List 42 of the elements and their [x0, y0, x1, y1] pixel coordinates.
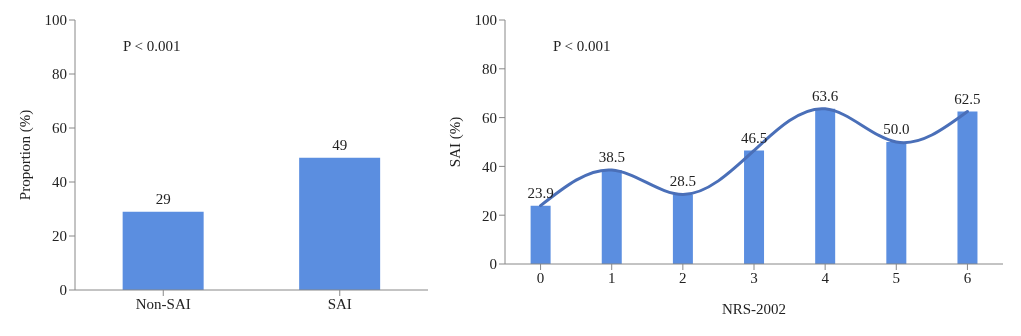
y-tick-label: 80: [52, 66, 67, 83]
bar: [672, 194, 693, 264]
bar: [744, 150, 765, 264]
y-tick-label: 40: [52, 174, 67, 191]
bar: [530, 205, 551, 264]
y-tick-label: 100: [474, 12, 497, 29]
y-axis-title: SAI (%): [447, 116, 465, 168]
y-tick-label: 100: [44, 12, 67, 29]
data-label: 49: [332, 136, 348, 153]
data-label: 28.5: [669, 173, 697, 190]
annotation: P < 0.001: [553, 38, 611, 55]
y-tick-label: 20: [482, 207, 497, 224]
data-label: 38.5: [598, 149, 625, 166]
x-tick-label: Non-SAI: [135, 295, 191, 312]
x-tick-label: 0: [536, 269, 545, 286]
x-tick-label: 5: [892, 269, 901, 286]
y-tick-label: 60: [52, 120, 67, 137]
x-tick-label: 4: [821, 269, 830, 286]
x-tick-label: 2: [679, 269, 687, 286]
annotation: P < 0.001: [123, 38, 181, 55]
data-label: 29: [155, 190, 171, 207]
bar: [815, 108, 836, 264]
y-tick-label: 20: [52, 228, 67, 245]
y-tick-label: 0: [489, 256, 497, 273]
data-label: 46.5: [740, 129, 768, 146]
x-tick-label: 6: [963, 269, 972, 286]
data-label: 23.9: [527, 184, 554, 201]
data-label: 62.5: [954, 90, 981, 107]
x-tick-label: 3: [750, 269, 758, 286]
y-tick-label: 80: [482, 61, 497, 78]
x-tick-label: SAI: [327, 295, 352, 312]
x-axis-title: NRS-2002: [721, 301, 787, 317]
bar: [957, 111, 978, 264]
y-axis-title: Proportion (%): [17, 109, 35, 201]
y-tick-label: 60: [482, 109, 497, 126]
y-tick-label: 0: [59, 282, 67, 299]
x-tick-label: 1: [607, 269, 616, 286]
data-label: 50.0: [883, 121, 910, 137]
bar: [886, 142, 907, 264]
bar: [601, 170, 622, 264]
y-tick-label: 40: [482, 158, 497, 175]
data-label: 63.6: [812, 87, 839, 104]
